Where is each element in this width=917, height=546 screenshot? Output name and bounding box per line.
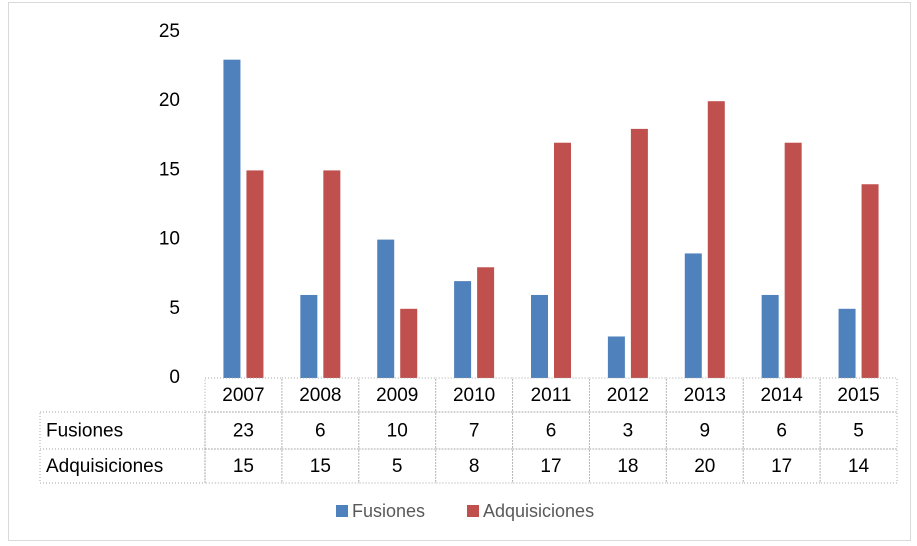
y-tick-label: 10	[159, 229, 180, 250]
bar	[477, 267, 495, 378]
table-value: 3	[623, 421, 634, 442]
table-value: 23	[233, 421, 254, 442]
bar	[707, 101, 725, 378]
y-tick-label: 0	[169, 367, 180, 388]
table-value: 5	[392, 456, 403, 477]
table-cell	[39, 448, 206, 484]
y-tick-label: 20	[159, 90, 180, 111]
bar	[761, 294, 779, 378]
bar	[377, 239, 395, 378]
bar	[531, 294, 548, 378]
y-tick-label: 25	[159, 21, 180, 42]
table-value: 6	[546, 421, 557, 442]
x-tick-label: 2008	[299, 385, 341, 406]
chart-frame	[8, 2, 911, 541]
table-value: 17	[540, 456, 561, 477]
table-value: 5	[853, 421, 864, 442]
x-tick-label: 2010	[453, 385, 495, 406]
y-tick-label: 15	[159, 159, 180, 180]
x-tick-label: 2013	[684, 385, 726, 406]
bar	[684, 253, 702, 378]
table-value: 8	[469, 456, 480, 477]
bar	[300, 294, 318, 378]
table-value: 15	[233, 456, 254, 477]
legend-swatch	[467, 505, 479, 517]
table-value: 15	[310, 456, 331, 477]
legend-text: Fusiones	[352, 501, 425, 521]
bar	[630, 128, 648, 378]
table-row-label: Adquisiciones	[46, 456, 163, 477]
bar	[246, 170, 264, 378]
x-tick-label: 2012	[607, 385, 649, 406]
table-value: 9	[699, 421, 710, 442]
table-cell	[819, 448, 898, 484]
table-cell	[819, 377, 898, 413]
x-tick-label: 2009	[376, 385, 418, 406]
x-tick-label: 2011	[531, 385, 572, 406]
table-cell	[39, 411, 206, 450]
bar	[554, 142, 571, 378]
table-value: 10	[387, 421, 408, 442]
table-value: 20	[694, 456, 715, 477]
bar	[838, 308, 856, 378]
x-tick-label: 2015	[837, 385, 879, 406]
legend-swatch	[336, 505, 348, 517]
bar	[400, 308, 418, 378]
table-value: 18	[617, 456, 638, 477]
table-value: 17	[771, 456, 792, 477]
table-row-label: Fusiones	[46, 421, 123, 442]
bar	[454, 281, 472, 378]
table-value: 7	[469, 421, 480, 442]
bar	[607, 336, 625, 378]
legend-text: Adquisiciones	[483, 501, 594, 521]
bar	[784, 142, 802, 378]
y-tick-label: 5	[169, 298, 180, 319]
x-tick-label: 2014	[761, 385, 804, 406]
bar	[223, 59, 241, 379]
bar	[861, 184, 879, 378]
table-value: 14	[848, 456, 870, 477]
bar	[323, 170, 341, 378]
table-value: 6	[776, 421, 787, 442]
x-tick-label: 2007	[222, 385, 264, 406]
table-value: 6	[315, 421, 326, 442]
